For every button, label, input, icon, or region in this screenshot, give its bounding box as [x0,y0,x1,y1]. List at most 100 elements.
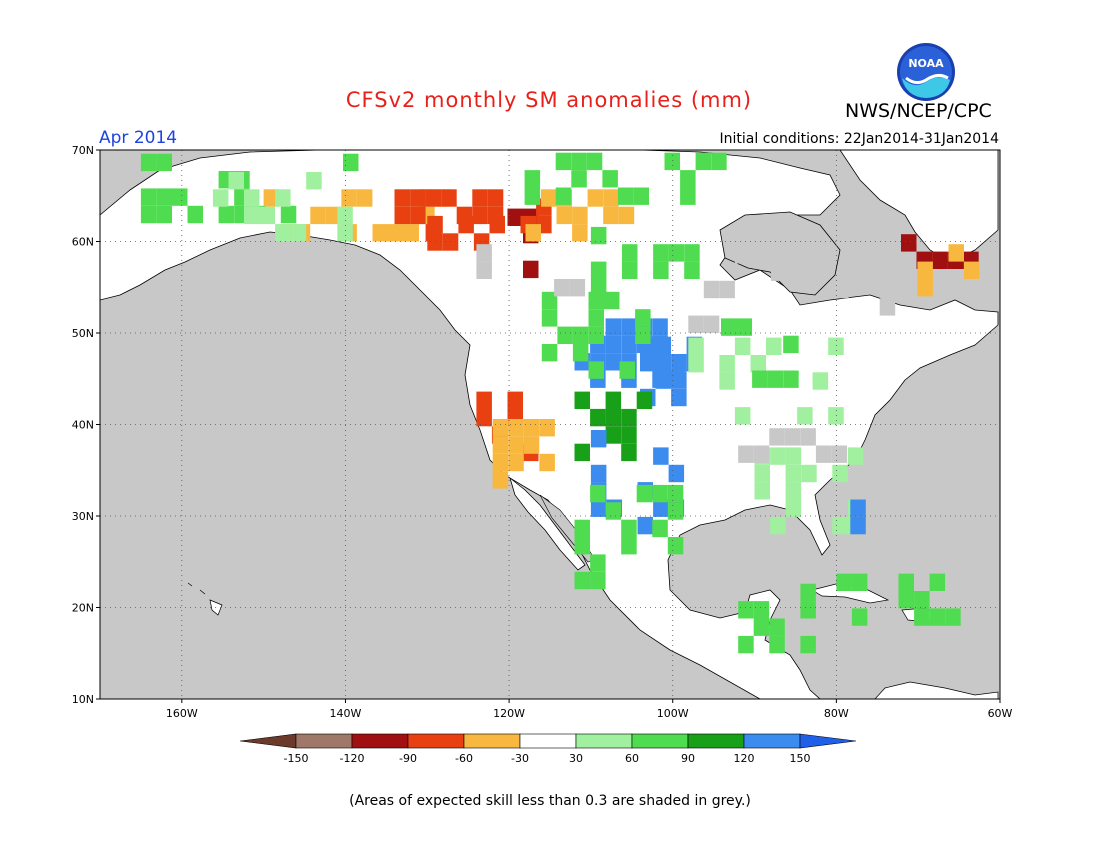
colorbar: -150 -120 -90 -60 -30 30 60 90 120 150 [239,733,857,765]
anomaly-cell [801,464,817,483]
lat-tick-label: 70N [72,144,94,157]
anomaly-cell [140,205,157,224]
lat-tick-label: 40N [72,419,94,432]
anomaly-cell [754,464,770,483]
anomaly-cell [588,326,604,344]
anomaly-cell [719,372,735,390]
anomaly-cell [586,152,603,171]
anomaly-cell [668,244,685,262]
anomaly-cell [605,391,622,409]
anomaly-map: 70N 60N 50N 40N 30N 20N 10N 160W 140W 120W 100W 80W… [72,144,1013,765]
anomaly-cell [604,291,620,310]
anomaly-cell [684,261,700,279]
initial-conditions-label: Initial conditions: 22Jan2014-31Jan2014 [719,131,999,147]
anomaly-cell [635,309,651,327]
anomaly-cell [736,318,752,336]
anomaly-cell [783,335,799,354]
colorbar-level-label: -90 [399,752,417,765]
anomaly-cell [605,353,622,371]
anomaly-cell [914,608,930,626]
anomaly-cell [653,447,669,465]
anomaly-cell [523,419,540,437]
noaa-logo-text: NOAA [908,57,944,70]
anomaly-cell [571,152,587,171]
anomaly-cell [218,205,235,224]
anomaly-cell [680,187,696,205]
anomaly-cell [800,601,816,619]
anomaly-cell [472,189,488,207]
anomaly-cell [508,453,524,472]
anomaly-cell [356,189,373,207]
anomaly-cell [172,188,188,206]
anomaly-cell [680,170,696,188]
anomaly-cell [605,318,622,336]
colorbar-level-label: -60 [455,752,473,765]
anomaly-cell [668,464,685,483]
anomaly-cell [800,428,816,446]
colorbar-level-label: -120 [340,752,365,765]
anomaly-cell [617,187,634,205]
anomaly-cell [653,499,669,517]
anomaly-cell [653,244,669,262]
anomaly-cell [605,426,622,444]
anomaly-cell [636,391,653,409]
anomaly-cell [541,344,558,362]
anomaly-cell [621,318,637,336]
anomaly-cell [688,355,704,373]
anomaly-cell [343,153,359,172]
anomaly-cell [652,318,668,336]
colorbar-segment [743,733,801,749]
anomaly-cell [525,224,541,242]
anomaly-cell [539,453,555,472]
anomaly-cell [554,279,570,297]
anomaly-cell [476,244,492,262]
colorbar-segment [295,733,353,749]
anomaly-cell [410,189,426,207]
anomaly-cell [539,419,555,437]
anomaly-cell [770,263,787,281]
anomaly-cell [603,206,619,225]
anomaly-cell [917,261,933,279]
anomaly-cell [156,188,172,206]
anomaly-cell [557,326,573,344]
anomaly-cell [590,226,607,245]
anomaly-cell [621,519,637,538]
anomaly-cell [602,170,618,188]
lat-tick-label: 60N [72,236,94,249]
anomaly-cell [574,571,590,590]
anomaly-cell [622,261,638,279]
baja-california [509,476,586,571]
colorbar-segment [463,733,521,749]
anomaly-cell [653,261,669,279]
anomaly-cell [590,408,606,427]
anomaly-cell [851,573,868,591]
anomaly-cell [619,361,635,379]
colorbar-level-label: 60 [625,752,639,765]
anomaly-cell [671,354,687,372]
anomaly-cell [244,206,260,225]
anomaly-cell [929,608,946,626]
anomaly-cell [588,309,604,327]
anomaly-cell [753,618,770,636]
anomaly-cell [640,354,656,372]
anomaly-cell [797,407,813,425]
anomaly-cell [487,189,504,207]
anomaly-cell [572,344,589,362]
colorbar-segment [631,733,689,749]
anomaly-cell [664,152,680,171]
colorbar-segment [687,733,745,749]
anomaly-cell [590,554,606,572]
anomaly-cell [667,502,684,520]
colorbar-segment [575,733,633,749]
anomaly-cell [831,445,847,463]
anomaly-cell [572,206,588,225]
anomaly-cell [524,170,541,188]
anomaly-cell [671,371,687,389]
anomaly-cell [590,430,607,448]
anomaly-cell [492,419,509,437]
colorbar-level-label: 150 [790,752,811,765]
anomaly-cell [290,224,307,242]
anomaly-cell [688,337,704,355]
lon-tick-label: 140W [330,707,362,720]
anomaly-cell [719,355,735,373]
